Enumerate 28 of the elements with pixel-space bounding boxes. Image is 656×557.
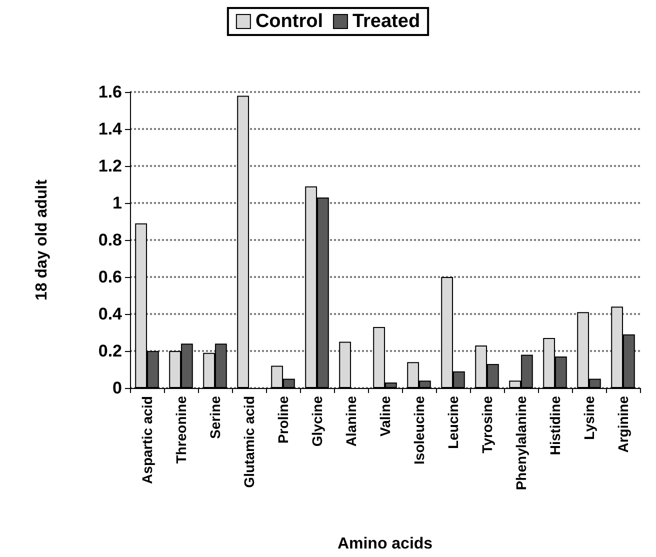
x-tick-label: Valine	[377, 396, 393, 436]
y-tick-label: 1.4	[98, 120, 123, 138]
x-tick-label: Serine	[207, 396, 223, 439]
x-tick-label: Glycine	[309, 396, 325, 447]
x-tick-label: Proline	[275, 396, 291, 444]
x-tick-label: Histidine	[547, 396, 563, 456]
x-axis-title: Amino acids	[337, 536, 433, 552]
legend-label: Control	[255, 11, 323, 32]
legend-label: Treated	[352, 11, 420, 32]
y-tick-label: 0.8	[98, 230, 122, 250]
x-tick-label: Isoleucine	[411, 396, 427, 464]
y-tick-label: 1	[112, 194, 122, 212]
y-tick-label: 0.2	[98, 342, 122, 360]
x-tick-label: Lysine	[581, 396, 597, 440]
y-tick-label: 1.2	[98, 156, 122, 176]
y-tick-label: 0.6	[98, 268, 122, 286]
x-tick-label: Leucine	[445, 396, 461, 449]
x-tick-label: Arginine	[615, 396, 631, 453]
x-tick-label: Alanine	[343, 396, 359, 447]
y-tick-label: 1.6	[98, 82, 122, 102]
x-tick-label: Tyrosine	[479, 396, 495, 454]
y-tick-label: 0	[112, 378, 122, 398]
x-tick-label: Threonine	[173, 396, 189, 464]
x-tick-label: Glutamic acid	[241, 396, 257, 488]
x-tick-label: Aspartic acid	[139, 396, 155, 484]
x-tick-label: Phenylalanine	[513, 396, 529, 490]
y-axis-title: 18 day old adult	[34, 178, 50, 300]
y-tick-label: 0.4	[98, 304, 123, 324]
